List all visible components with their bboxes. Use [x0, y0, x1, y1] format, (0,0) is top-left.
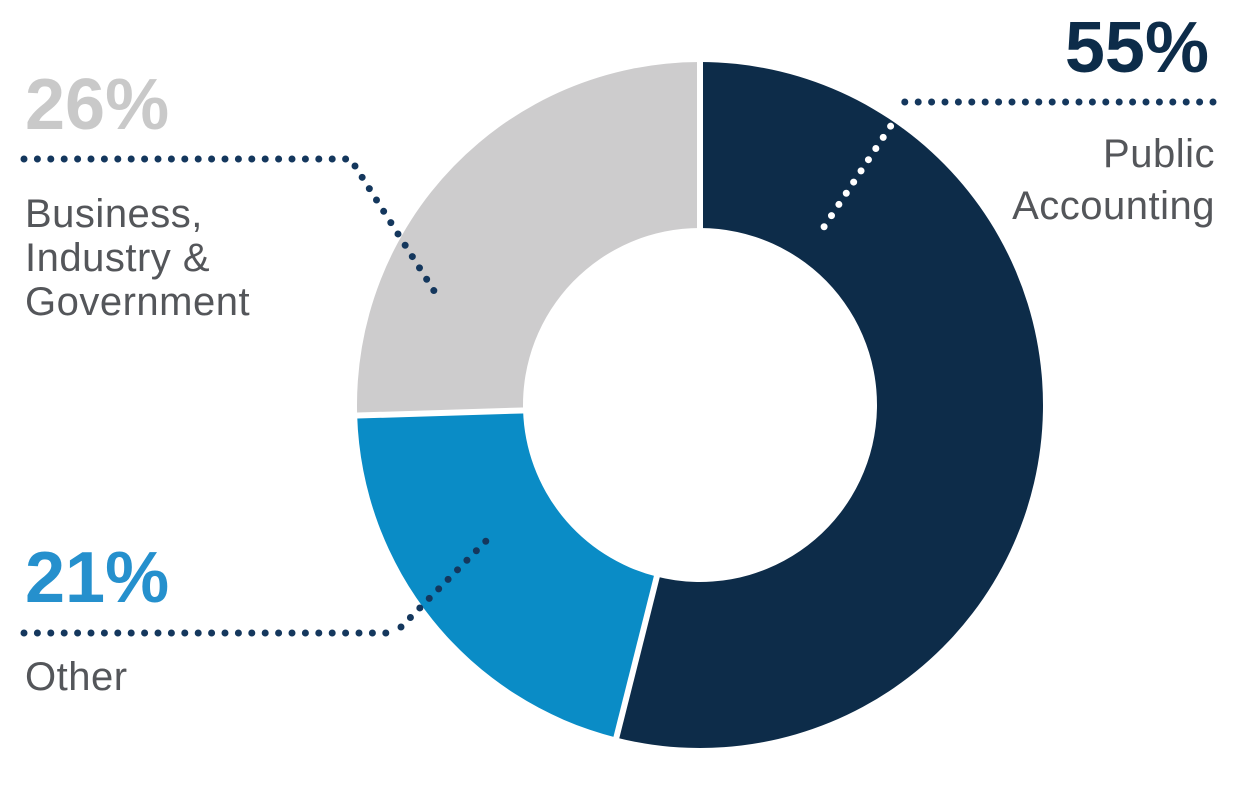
- segment-label-public-accounting: Public Accounting: [1012, 128, 1215, 232]
- donut-slice-business-industry-government: [357, 62, 700, 416]
- segment-label-business-industry-government: Business, Industry & Government: [25, 192, 250, 324]
- segment-label-line: Government: [25, 280, 251, 324]
- leader-line-business-industry-government-d: [351, 162, 440, 298]
- segment-label-line: Accounting: [1012, 184, 1215, 228]
- segment-label-line: Public: [1103, 132, 1215, 176]
- slice-separator: [353, 407, 528, 419]
- segment-label-line: Business,: [25, 192, 203, 236]
- segment-label-other: Other: [25, 655, 128, 699]
- percent-label-other: 21%: [25, 538, 170, 618]
- percent-label-public-accounting: 55%: [1064, 8, 1209, 88]
- slice-separator: [612, 572, 661, 743]
- donut-slice-other: [357, 410, 657, 738]
- leader-line-public-accounting-d: [814, 111, 902, 240]
- donut-slice-public-accounting: [616, 62, 1044, 748]
- segment-label-line: Industry &: [25, 236, 211, 280]
- percent-label-business-industry-government: 26%: [25, 65, 170, 145]
- segment-label-line: Other: [25, 655, 128, 699]
